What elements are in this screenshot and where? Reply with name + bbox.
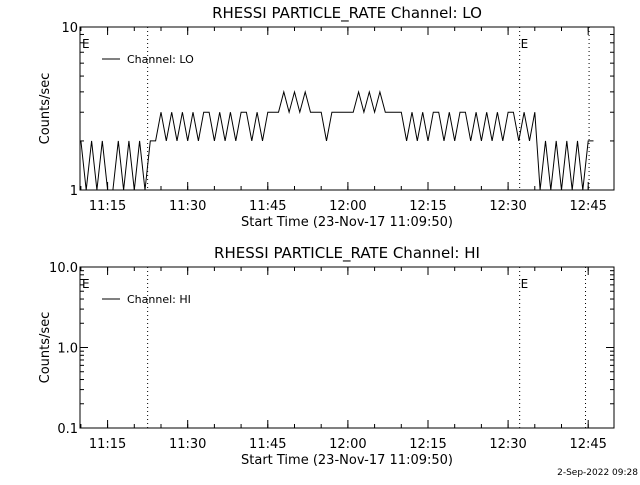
x-tick-label: 11:30 <box>169 437 206 452</box>
x-tick-label: 12:15 <box>409 437 446 452</box>
x-tick-label: 11:45 <box>249 437 286 452</box>
x-tick-label: 12:00 <box>329 437 366 452</box>
panel-hi: RHESSI PARTICLE_RATE Channel: HI Start Ti… <box>38 244 615 468</box>
event-marker-label: E <box>521 277 529 291</box>
legend-label: Channel: HI <box>127 293 191 306</box>
y-tick-label: 0.1 <box>57 422 78 437</box>
x-axis-label: Start Time (23-Nov-17 11:09:50) <box>241 215 453 230</box>
event-marker-label: E <box>82 37 90 51</box>
x-tick-label: 12:00 <box>329 199 366 214</box>
x-tick-label: 12:45 <box>569 437 606 452</box>
x-tick-label: 11:15 <box>89 199 126 214</box>
event-marker-label: E <box>82 277 90 291</box>
y-tick-label: 1 <box>70 184 78 199</box>
chart-title: RHESSI PARTICLE_RATE Channel: LO <box>212 4 482 23</box>
series-line <box>80 89 594 191</box>
x-tick-label: 11:30 <box>169 199 206 214</box>
chart-title: RHESSI PARTICLE_RATE Channel: HI <box>214 244 480 263</box>
x-tick-label: 11:45 <box>249 199 286 214</box>
x-tick-label: 12:30 <box>489 437 526 452</box>
x-tick-label: 12:45 <box>569 199 606 214</box>
x-tick-label: 12:15 <box>409 199 446 214</box>
plot-frame <box>79 266 615 429</box>
footer-timestamp: 2-Sep-2022 09:28 <box>557 468 638 478</box>
x-tick-label: 11:15 <box>89 437 126 452</box>
y-axis-label: Counts/sec <box>38 73 53 145</box>
x-axis-label: Start Time (23-Nov-17 11:09:50) <box>241 453 453 468</box>
plot-frame <box>79 26 615 191</box>
panel-lo: RHESSI PARTICLE_RATE Channel: LO Start Ti… <box>38 4 615 230</box>
event-marker-label: E <box>521 37 529 51</box>
y-tick-label: 10 <box>61 21 78 36</box>
y-tick-label: 1.0 <box>57 342 78 357</box>
legend-label: Channel: LO <box>127 53 194 66</box>
x-tick-label: 12:30 <box>489 199 526 214</box>
y-tick-label: 10.0 <box>49 261 78 276</box>
y-axis-label: Counts/sec <box>38 312 53 384</box>
